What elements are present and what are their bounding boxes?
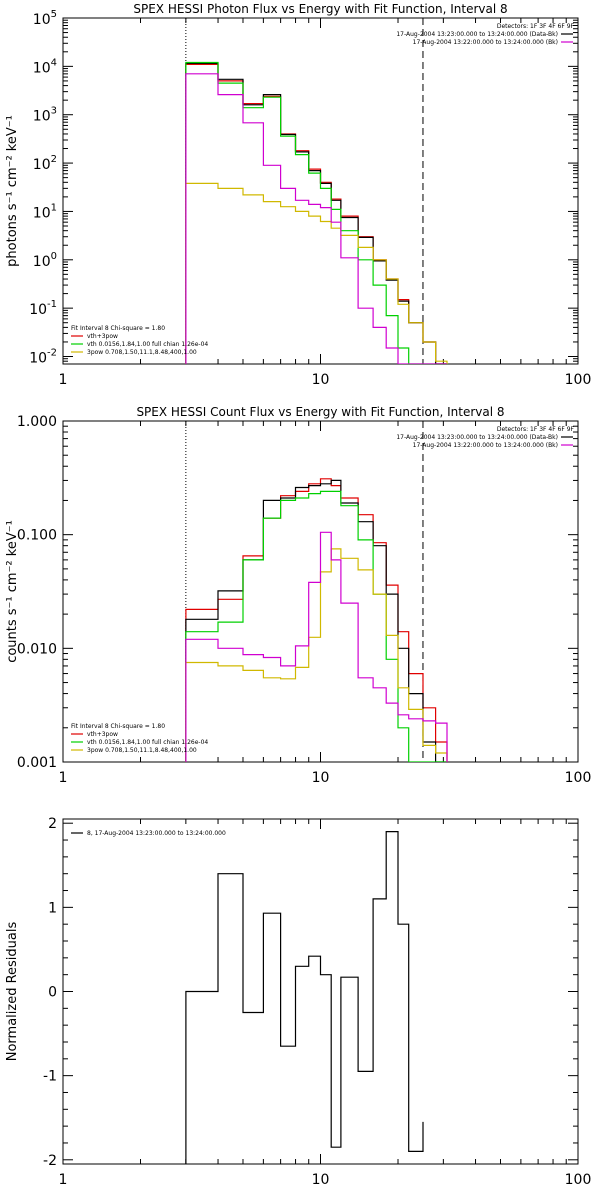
y-axis-label: Normalized Residuals xyxy=(5,922,20,1062)
y-tick-exponent: 1 xyxy=(51,202,57,213)
y-tick-label: 0.100 xyxy=(17,528,57,544)
y-tick-label: -1 xyxy=(43,1069,57,1085)
chart-title: SPEX HESSI Count Flux vs Energy with Fit… xyxy=(136,405,504,419)
x-tick-label: 10 xyxy=(312,770,330,786)
series-step-line xyxy=(185,73,447,364)
y-tick-label: 10-1 xyxy=(29,299,57,318)
y-axis-label: photons s⁻¹ cm⁻² keV⁻¹ xyxy=(5,115,20,267)
plot-frame xyxy=(62,818,579,1165)
y-tick-label: 105 xyxy=(33,9,57,28)
y-tick-exponent: -2 xyxy=(47,348,57,359)
panel-1: SPEX HESSI Photon Flux vs Energy with Fi… xyxy=(5,2,591,388)
fit-legend-text: vth+3pow xyxy=(87,731,118,738)
y-tick-label: 103 xyxy=(33,106,57,125)
fit-legend-header: Fit Interval 8 Chi-square = 1.80 xyxy=(71,723,165,730)
y-tick-exponent: 2 xyxy=(51,154,57,165)
y-tick-exponent: 0 xyxy=(51,251,57,262)
y-tick-base: 10 xyxy=(33,254,51,270)
series-step-line xyxy=(185,831,424,1164)
y-tick-base: 10 xyxy=(29,302,47,318)
panel-2: SPEX HESSI Count Flux vs Energy with Fit… xyxy=(5,405,591,786)
y-tick-label: 102 xyxy=(33,154,57,173)
y-tick-label: 101 xyxy=(33,202,57,221)
series-step-line xyxy=(185,63,447,364)
x-tick-label: 100 xyxy=(565,770,592,786)
y-tick-label: 0 xyxy=(48,985,57,1001)
y-tick-label: 0.001 xyxy=(17,755,57,771)
y-tick-base: 10 xyxy=(33,205,51,221)
info-legend-text: Detectors: 1F 3F 4F 6F 9F xyxy=(497,426,575,433)
fit-legend-text: vth 0.0156,1.84,1.00 full chian 1.26e-04 xyxy=(87,739,208,746)
fit-legend-text: 3pow 0.708,1.50,11.1,8.48,400,1.00 xyxy=(87,747,197,754)
info-legend-text: 17-Aug-2004 13:22:00.000 to 13:24:00.000… xyxy=(413,39,558,46)
y-tick-exponent: 3 xyxy=(51,106,57,117)
y-tick-label: 1.000 xyxy=(17,414,57,430)
info-legend-text: Detectors: 1F 3F 4F 6F 9F xyxy=(497,23,575,30)
y-tick-label: 0.010 xyxy=(17,641,57,657)
x-tick-label: 100 xyxy=(565,372,592,388)
residual-legend-text: 8, 17-Aug-2004 13:23:00.000 to 13:24:00.… xyxy=(87,830,226,837)
y-tick-exponent: 4 xyxy=(51,57,57,68)
series-step-line xyxy=(185,548,448,762)
y-tick-label: 100 xyxy=(33,251,57,270)
x-tick-label: 100 xyxy=(565,1172,592,1188)
series-step-line xyxy=(185,490,447,762)
y-tick-base: 10 xyxy=(33,157,51,173)
series-step-line xyxy=(185,531,448,762)
series-group xyxy=(185,478,448,762)
fit-legend-text: vth 0.0156,1.84,1.00 full chian 1.26e-04 xyxy=(87,341,208,348)
info-legend-text: 17-Aug-2004 13:22:00.000 to 13:24:00.000… xyxy=(413,442,558,449)
y-tick-label: 1 xyxy=(48,900,57,916)
series-step-line xyxy=(185,478,448,762)
x-tick-label: 10 xyxy=(312,1172,330,1188)
chart-title: SPEX HESSI Photon Flux vs Energy with Fi… xyxy=(133,2,507,16)
fit-legend-header: Fit Interval 8 Chi-square = 1.80 xyxy=(71,325,165,332)
series-step-line xyxy=(185,61,447,364)
y-tick-exponent: -1 xyxy=(47,299,57,310)
series-group xyxy=(185,831,424,1164)
panel-3: Normalized Residuals 1 10 100 -2 -1 0 1 2 8, 17-A… xyxy=(5,816,591,1188)
x-tick-label: 10 xyxy=(312,372,330,388)
info-legend-text: 17-Aug-2004 13:23:00.000 to 13:24:00.000… xyxy=(396,31,558,38)
y-tick-label: 2 xyxy=(48,816,57,832)
series-step-line xyxy=(185,479,447,762)
y-tick-label: -2 xyxy=(43,1153,57,1169)
x-tick-label: 1 xyxy=(59,770,68,786)
y-tick-base: 10 xyxy=(33,12,51,28)
y-tick-base: 10 xyxy=(33,60,51,76)
y-tick-base: 10 xyxy=(33,109,51,125)
plot-frame xyxy=(62,17,579,365)
series-step-line xyxy=(185,62,447,364)
x-tick-label: 1 xyxy=(59,1172,68,1188)
y-tick-label: 10-2 xyxy=(29,348,57,367)
y-tick-base: 10 xyxy=(29,351,47,367)
series-group xyxy=(185,61,448,364)
y-tick-exponent: 5 xyxy=(51,9,57,20)
fit-legend-text: 3pow 0.708,1.50,11.1,8.48,400,1.00 xyxy=(87,349,197,356)
series-step-line xyxy=(185,182,448,364)
y-tick-label: 104 xyxy=(33,57,57,76)
fit-legend-text: vth+3pow xyxy=(87,333,118,340)
y-axis-label: counts s⁻¹ cm⁻² keV⁻¹ xyxy=(5,520,20,663)
info-legend-text: 17-Aug-2004 13:23:00.000 to 13:24:00.000… xyxy=(396,434,558,441)
x-tick-label: 1 xyxy=(59,372,68,388)
